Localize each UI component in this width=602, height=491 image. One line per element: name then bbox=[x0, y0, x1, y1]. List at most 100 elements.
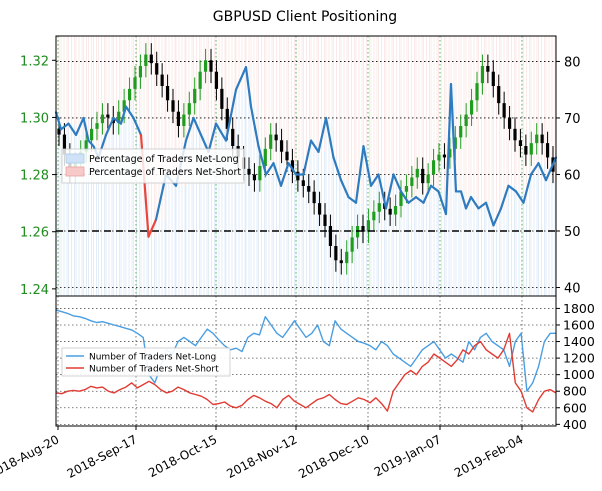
net-long-segment bbox=[67, 122, 78, 137]
candle-body bbox=[117, 111, 121, 124]
candle-body bbox=[182, 114, 186, 126]
candle-body bbox=[480, 66, 485, 84]
net-long-segment bbox=[529, 162, 540, 176]
net-long-segment bbox=[544, 156, 558, 182]
x-axis-tick-label: 2018-Oct-15 bbox=[146, 432, 219, 480]
right-axis-tick-label: 60 bbox=[564, 168, 581, 183]
bottom-right-axis-tick-label: 1600 bbox=[563, 317, 595, 332]
candle-body bbox=[459, 126, 463, 138]
candle-body bbox=[62, 134, 67, 155]
right-axis-tick-label: 50 bbox=[564, 225, 581, 240]
net-long-segment bbox=[392, 173, 403, 193]
candle-body bbox=[290, 160, 295, 172]
net-long-segment bbox=[264, 162, 275, 176]
candle-body bbox=[361, 226, 365, 232]
candle-body bbox=[95, 123, 99, 129]
net-long-segment bbox=[464, 195, 473, 210]
candle-body bbox=[176, 111, 181, 126]
candle-body bbox=[453, 137, 457, 149]
candle-body bbox=[388, 208, 392, 215]
candle-body bbox=[328, 226, 333, 246]
candle-body bbox=[334, 246, 338, 261]
candle-body bbox=[475, 83, 479, 101]
candle-body bbox=[279, 140, 284, 152]
candle-body bbox=[160, 74, 164, 86]
candle-body bbox=[323, 214, 327, 226]
net-long-segment bbox=[377, 173, 388, 210]
candle-body bbox=[155, 63, 159, 75]
candle-body bbox=[431, 160, 436, 175]
right-axis-tick-label: 70 bbox=[564, 112, 581, 127]
bottom-legend-label: Number of Traders Net-Long bbox=[89, 353, 216, 363]
top-legend-box bbox=[61, 148, 245, 184]
bottom-right-axis-tick-label: 1200 bbox=[563, 351, 595, 366]
bottom-right-axis-tick-label: 1800 bbox=[563, 301, 595, 316]
net-long-segment bbox=[124, 105, 135, 120]
top-legend: Percentage of Traders Net-Long Percentage… bbox=[61, 148, 245, 184]
candle-body bbox=[220, 88, 224, 109]
candle-body bbox=[372, 211, 376, 221]
candle-body bbox=[377, 203, 381, 212]
candle-body bbox=[193, 88, 197, 104]
net-long-segment bbox=[87, 139, 95, 148]
candle-body bbox=[225, 108, 229, 129]
candle-body bbox=[285, 151, 289, 161]
candle-body bbox=[171, 100, 175, 112]
candle-body bbox=[84, 140, 88, 152]
net-long-segment bbox=[147, 218, 158, 238]
candle-body bbox=[366, 220, 371, 232]
net-long-segment bbox=[104, 116, 115, 137]
x-axis-tick-label: 2019-Jan-07 bbox=[372, 432, 444, 479]
candle-body bbox=[165, 86, 170, 101]
legend-swatch-net-short bbox=[65, 166, 85, 177]
net-long-segment bbox=[422, 184, 433, 204]
net-long-segment bbox=[414, 195, 425, 204]
net-long-segment bbox=[287, 162, 298, 176]
net-long-segment bbox=[429, 184, 440, 193]
x-axis-tick-label: 2018-Sep-17 bbox=[65, 432, 140, 481]
candle-body bbox=[317, 203, 322, 215]
net-long-segment bbox=[244, 65, 253, 108]
candle-body bbox=[263, 148, 267, 166]
candle-body bbox=[486, 66, 490, 72]
candle-body bbox=[301, 180, 305, 186]
net-long-segment bbox=[354, 145, 365, 204]
net-long-segment bbox=[444, 82, 453, 216]
candle-body bbox=[89, 128, 94, 141]
net-long-segment bbox=[214, 122, 228, 142]
x-axis-tick-label: 2019-Feb-04 bbox=[452, 432, 525, 480]
candle-body bbox=[350, 237, 354, 252]
net-long-segment bbox=[514, 190, 525, 204]
bottom-right-axis-tick-label: 400 bbox=[563, 417, 587, 432]
candle-body bbox=[399, 191, 403, 206]
net-long-segment bbox=[339, 179, 350, 199]
candle-body bbox=[149, 54, 153, 64]
x-axis-tick-label: 2018-Nov-12 bbox=[224, 432, 299, 481]
candle-body bbox=[307, 186, 311, 192]
candle-body bbox=[513, 128, 517, 141]
net-long-segment bbox=[484, 201, 495, 227]
net-long-segment bbox=[224, 88, 238, 142]
candle-body bbox=[448, 148, 452, 158]
bottom-legend-label: Number of Traders Net-Short bbox=[89, 365, 219, 375]
bottom-plot-frame bbox=[55, 295, 557, 427]
bottom-right-axis-tick-label: 600 bbox=[563, 400, 587, 415]
net-long-segment bbox=[449, 82, 458, 193]
candle-body bbox=[252, 174, 257, 181]
net-long-segment bbox=[469, 195, 480, 210]
net-long-segment bbox=[207, 122, 218, 153]
bottom-legend-box bbox=[61, 347, 231, 377]
net-long-segment bbox=[234, 65, 248, 91]
candle-body bbox=[274, 134, 278, 141]
candle-body bbox=[426, 174, 430, 184]
candle-body bbox=[214, 71, 219, 89]
candle-body bbox=[258, 166, 262, 181]
candle-body bbox=[247, 168, 251, 175]
net-long-segment bbox=[437, 190, 448, 216]
net-long-segment bbox=[407, 195, 418, 204]
top-legend-label: Percentage of Traders Net-Long bbox=[89, 154, 239, 165]
net-long-segment bbox=[54, 111, 63, 131]
candle-body bbox=[339, 260, 343, 264]
candle-body bbox=[469, 100, 474, 115]
